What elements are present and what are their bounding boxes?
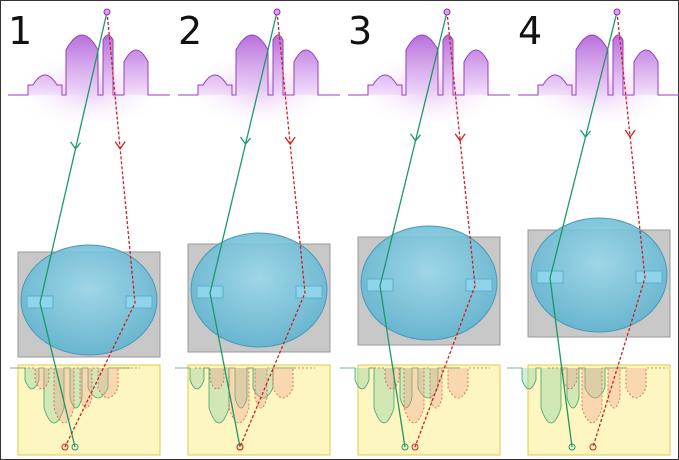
ciliary	[466, 279, 492, 291]
ciliary	[296, 286, 322, 298]
ciliary	[636, 271, 662, 283]
source	[444, 9, 450, 15]
source	[614, 9, 620, 15]
source	[104, 9, 110, 15]
panel-number: 3	[348, 9, 372, 53]
panel: 4	[507, 9, 679, 455]
panel-number: 2	[178, 9, 202, 53]
panel-number: 4	[518, 9, 542, 53]
source	[274, 9, 280, 15]
ciliary	[126, 296, 152, 308]
diagram: 1 2 3 4	[0, 0, 679, 460]
panel-number: 1	[8, 9, 32, 53]
